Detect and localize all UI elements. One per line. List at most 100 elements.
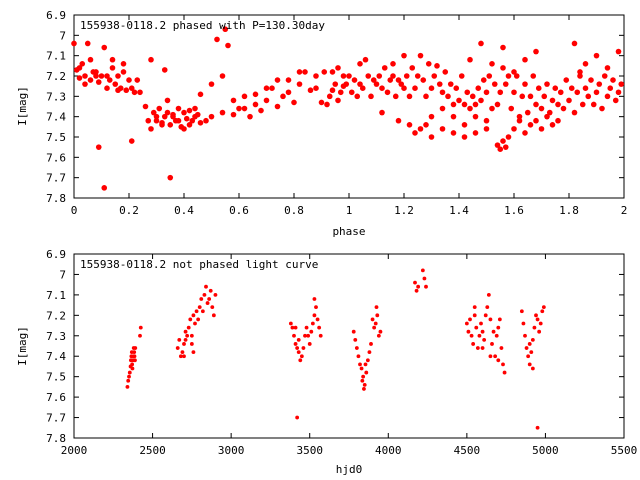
data-point	[412, 130, 418, 136]
data-point	[423, 122, 429, 128]
data-point	[395, 117, 402, 124]
data-point	[318, 99, 325, 106]
x-tick-label: 1.2	[394, 204, 414, 217]
data-point	[194, 309, 199, 314]
data-point	[472, 313, 477, 318]
data-point	[362, 56, 369, 63]
data-point	[153, 117, 160, 124]
data-point	[82, 81, 88, 87]
data-point	[538, 321, 543, 326]
data-point	[186, 325, 191, 330]
data-point	[120, 69, 127, 75]
data-point	[461, 122, 468, 128]
data-point	[191, 313, 196, 318]
data-point	[120, 61, 127, 67]
x-axis-label: phase	[332, 225, 365, 238]
data-point	[480, 346, 485, 350]
data-point	[126, 378, 131, 383]
data-point	[309, 329, 314, 334]
data-point	[130, 362, 135, 367]
x-tick-label: 2000	[61, 444, 88, 457]
data-point	[313, 73, 319, 79]
data-point	[183, 329, 188, 334]
data-point	[422, 276, 427, 281]
data-point	[318, 333, 323, 338]
data-point	[566, 97, 572, 104]
data-point	[360, 378, 365, 383]
data-point	[519, 309, 524, 314]
data-point	[204, 284, 208, 289]
data-point	[477, 333, 482, 338]
data-point	[439, 126, 446, 132]
data-point	[412, 85, 418, 91]
data-point	[502, 144, 509, 150]
data-point	[117, 85, 124, 91]
data-points	[71, 26, 625, 191]
data-point	[203, 117, 209, 124]
data-point	[472, 130, 479, 136]
data-point	[131, 89, 138, 96]
data-point	[79, 61, 86, 67]
x-tick-label: 4000	[375, 444, 402, 457]
tick-layer: 2000 2500 3000 3500 4000 4500 5000 5500 6.9 7 7.1 7…	[46, 248, 637, 457]
y-tick-label: 7	[59, 29, 66, 42]
data-point	[533, 48, 539, 55]
data-point	[434, 63, 440, 69]
data-point	[208, 81, 215, 87]
data-point	[252, 91, 259, 98]
data-point	[479, 321, 483, 326]
data-point	[302, 69, 308, 75]
data-point	[395, 77, 402, 83]
x-tick-label: 4500	[454, 444, 481, 457]
data-point	[533, 117, 539, 124]
data-point	[424, 284, 428, 289]
data-point	[219, 109, 226, 116]
data-point	[354, 346, 359, 350]
data-point	[310, 321, 315, 326]
data-point	[577, 69, 583, 75]
data-point	[516, 117, 523, 124]
data-point	[599, 105, 605, 112]
data-point	[164, 97, 171, 104]
data-point	[137, 89, 143, 96]
data-point	[125, 384, 130, 389]
data-point	[205, 301, 210, 305]
x-tick-label: 1.4	[449, 204, 469, 217]
data-point	[365, 358, 370, 363]
data-point	[500, 65, 506, 71]
data-point	[471, 342, 476, 346]
data-point	[247, 113, 253, 120]
data-point	[494, 333, 499, 338]
data-point	[538, 105, 545, 112]
data-point	[164, 109, 171, 116]
data-point	[456, 97, 462, 104]
data-point	[293, 342, 298, 346]
data-point	[423, 93, 429, 100]
data-point	[379, 109, 385, 116]
data-point	[381, 65, 388, 71]
data-point	[127, 374, 131, 379]
y-tick-label: 7.1	[46, 50, 66, 63]
data-point	[307, 342, 312, 346]
data-point	[93, 73, 99, 79]
data-point	[494, 101, 501, 108]
y-tick-label: 7.4	[46, 350, 66, 363]
data-point	[387, 77, 394, 83]
data-point	[362, 387, 366, 391]
data-point	[466, 329, 471, 334]
data-point	[527, 342, 532, 346]
data-point	[522, 130, 528, 136]
data-point	[467, 56, 473, 63]
y-tick-label: 6.9	[46, 9, 66, 22]
x-tick-label: 0.2	[119, 204, 139, 217]
data-point	[133, 358, 137, 363]
data-point	[98, 73, 105, 79]
data-point	[376, 333, 381, 338]
data-point	[522, 81, 528, 87]
data-point	[450, 113, 457, 120]
data-point	[208, 113, 215, 120]
data-point	[128, 138, 135, 144]
data-point	[493, 354, 498, 359]
data-point	[478, 40, 484, 47]
